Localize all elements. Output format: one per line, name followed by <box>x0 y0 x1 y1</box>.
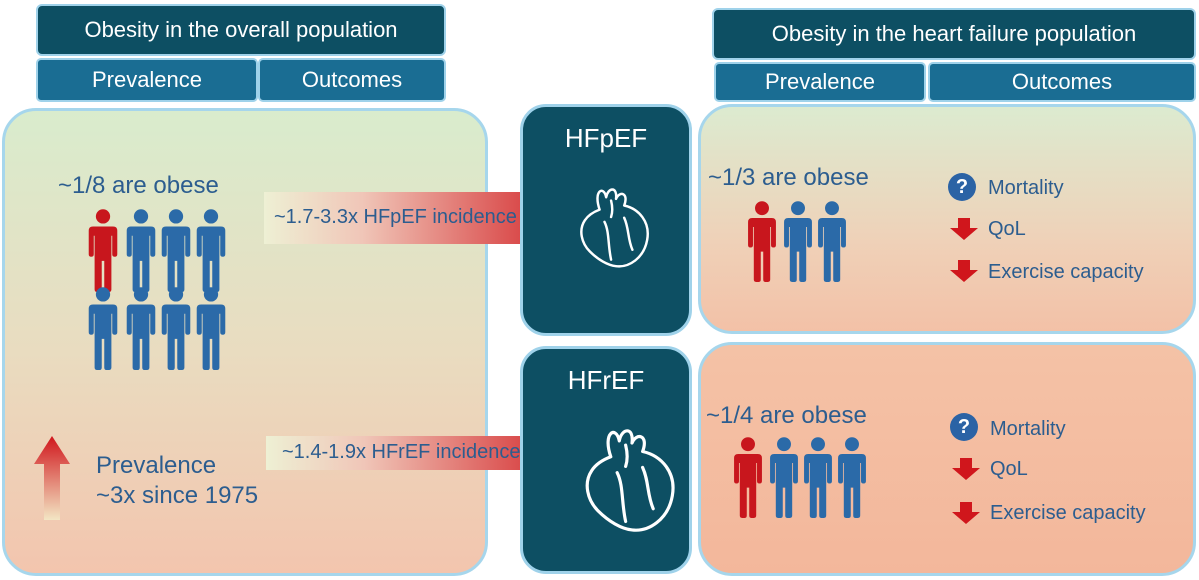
heart-icon <box>579 409 685 547</box>
person-blue-icon <box>780 200 816 282</box>
hfpef-incidence-text: ~1.7-3.3x HFpEF incidence <box>274 206 517 228</box>
person-blue-icon <box>84 286 122 370</box>
hfref-incidence-arrow <box>266 418 592 488</box>
overall-population-header: Obesity in the overall population <box>36 4 446 56</box>
increase-arrow-icon <box>34 436 70 520</box>
person-blue-icon <box>157 208 195 292</box>
person-red-icon <box>744 200 780 282</box>
heart-failure-population-header: Obesity in the heart failure population <box>712 8 1196 60</box>
overall-outcomes-tab: Outcomes <box>258 58 446 102</box>
hfref-outcome-exercise: Exercise capacity <box>990 502 1146 524</box>
hf-prevalence-tab-label: Prevalence <box>764 69 876 94</box>
trend-line1: Prevalence <box>96 452 217 479</box>
person-red-icon <box>84 208 122 292</box>
down-arrow-icon <box>952 458 980 480</box>
hfref-prevalence-text: ~1/4 are obese <box>706 402 867 429</box>
down-arrow-icon <box>950 260 978 282</box>
hfpef-incidence-arrow <box>264 162 590 274</box>
trend-line2: ~3x since 1975 <box>96 482 259 509</box>
overall-population-header-text: Obesity in the overall population <box>84 17 398 42</box>
person-blue-icon <box>122 208 160 292</box>
hfref-box: HFrEF <box>520 346 692 574</box>
hf-prevalence-tab: Prevalence <box>714 62 926 102</box>
question-icon: ? <box>948 173 976 201</box>
person-blue-icon <box>814 200 850 282</box>
hfpef-outcome-qol: QoL <box>988 218 1026 240</box>
hfpef-outcome-exercise: Exercise capacity <box>988 261 1144 283</box>
hfpef-panel <box>698 104 1196 334</box>
heart-failure-population-header-text: Obesity in the heart failure population <box>771 21 1137 46</box>
heart-icon <box>575 167 657 285</box>
person-blue-icon <box>192 286 230 370</box>
person-blue-icon <box>157 286 195 370</box>
down-arrow-icon <box>952 502 980 524</box>
hfref-label: HFrEF <box>567 365 645 395</box>
person-blue-icon <box>122 286 160 370</box>
person-red-icon <box>730 436 766 518</box>
person-blue-icon <box>766 436 802 518</box>
overall-outcomes-tab-label: Outcomes <box>301 67 403 92</box>
overall-prevalence-text: ~1/8 are obese <box>58 172 219 199</box>
person-blue-icon <box>834 436 870 518</box>
person-blue-icon <box>192 208 230 292</box>
hf-outcomes-tab-label: Outcomes <box>1011 69 1113 94</box>
hfref-outcome-mortality: Mortality <box>990 418 1066 440</box>
overall-prevalence-tab-label: Prevalence <box>91 67 203 92</box>
hfpef-label: HFpEF <box>564 123 648 153</box>
hfpef-box: HFpEF <box>520 104 692 336</box>
down-arrow-icon <box>950 218 978 240</box>
hf-outcomes-tab: Outcomes <box>928 62 1196 102</box>
person-blue-icon <box>800 436 836 518</box>
overall-population-panel <box>2 108 488 576</box>
overall-prevalence-tab: Prevalence <box>36 58 258 102</box>
hfpef-prevalence-text: ~1/3 are obese <box>708 164 869 191</box>
hfref-incidence-text: ~1.4-1.9x HFrEF incidence <box>282 441 521 463</box>
hfpef-outcome-mortality: Mortality <box>988 177 1064 199</box>
question-icon: ? <box>950 413 978 441</box>
hfref-outcome-qol: QoL <box>990 458 1028 480</box>
